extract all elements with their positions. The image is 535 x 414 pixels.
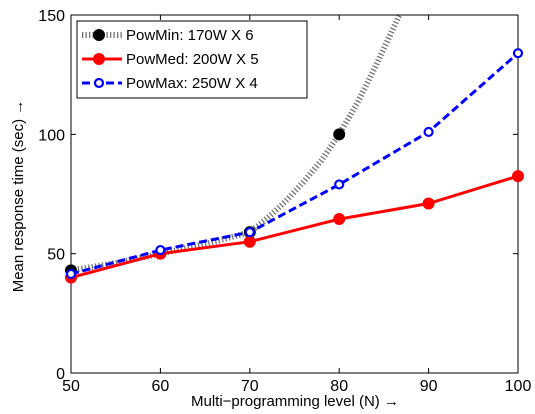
- x-tick-label: 70: [241, 378, 259, 395]
- x-tick-label: 80: [330, 378, 348, 395]
- legend-marker: [93, 53, 105, 65]
- legend-label: PowMed: 200W X 5: [126, 51, 259, 68]
- y-axis-ticks: 0 50 100 150: [38, 8, 518, 383]
- y-tick-label: 0: [56, 366, 65, 383]
- y-axis-label: Mean response time (sec) →: [10, 100, 27, 293]
- series-line: [71, 174, 518, 279]
- data-point: [243, 235, 256, 248]
- series-2: [65, 48, 524, 280]
- legend-marker: [93, 29, 105, 41]
- data-point: [155, 244, 166, 256]
- y-tick-label: 50: [47, 247, 65, 264]
- series-1: [65, 170, 524, 284]
- y-tick-label: 100: [38, 127, 65, 144]
- data-point: [512, 48, 524, 59]
- x-tick-label: 50: [62, 378, 80, 395]
- data-point: [422, 197, 435, 210]
- data-point: [333, 213, 346, 226]
- x-tick-label: 100: [505, 378, 532, 395]
- x-axis-ticks: 50 60 70 80 90 100: [62, 15, 531, 395]
- x-tick-label: 60: [152, 378, 170, 395]
- legend: PowMin: 170W X 6 PowMed: 200W X 5 PowMax: …: [76, 20, 308, 99]
- data-point: [512, 170, 524, 183]
- legend-entry: PowMax: 250W X 4: [82, 75, 258, 92]
- legend-label: PowMax: 250W X 4: [126, 75, 258, 92]
- data-point: [333, 128, 346, 141]
- legend-label: PowMin: 170W X 6: [126, 27, 254, 44]
- legend-marker: [93, 77, 105, 89]
- data-point: [423, 126, 434, 138]
- plot-area: [65, 14, 524, 374]
- data-point: [65, 268, 77, 280]
- x-axis-label: Multi−programming level (N) →: [191, 393, 399, 410]
- x-tick-label: 90: [420, 378, 438, 395]
- axes-frame: [70, 14, 519, 374]
- legend-entry: PowMin: 170W X 6: [82, 27, 254, 44]
- legend-entry: PowMed: 200W X 5: [82, 51, 259, 68]
- series-line: [71, 52, 518, 276]
- data-point: [334, 179, 345, 190]
- data-point: [244, 227, 255, 238]
- y-tick-label: 150: [38, 8, 65, 25]
